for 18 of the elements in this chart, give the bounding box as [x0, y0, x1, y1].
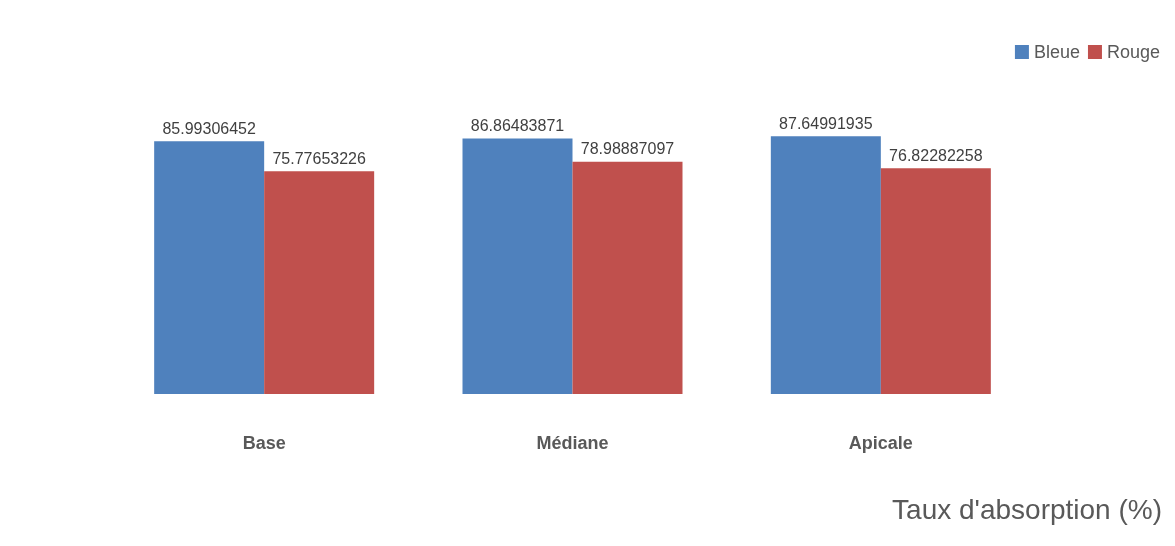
bar: [880, 168, 991, 394]
data-label: 86.86483871: [470, 117, 565, 135]
data-label: 75.77653226: [272, 149, 366, 167]
legend-label: Rouge: [1106, 42, 1160, 62]
bar: [264, 171, 375, 394]
text: Taux d'absorption (%): [892, 493, 1163, 525]
data-label: 85.99306452: [162, 119, 256, 137]
bar: [770, 136, 881, 394]
bar: [154, 141, 265, 394]
x-tick-label: Base: [242, 433, 286, 453]
bar: [572, 161, 683, 394]
x-tick-label: Médiane: [536, 433, 609, 453]
data-label: 76.82282258: [889, 146, 983, 164]
x-tick-label: Apicale: [848, 433, 913, 453]
bar: [462, 138, 573, 394]
data-label: 87.64991935: [779, 114, 873, 132]
data-label: 78.98887097: [580, 140, 675, 158]
legend-label: Bleue: [1033, 42, 1080, 62]
